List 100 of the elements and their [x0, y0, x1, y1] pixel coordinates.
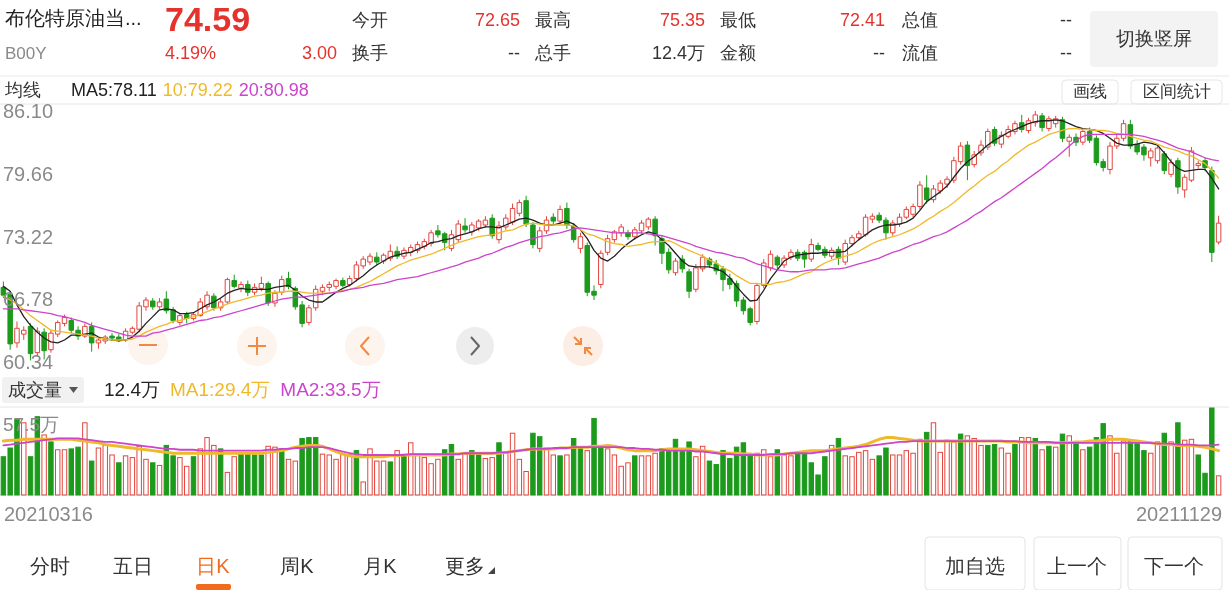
- text: 换手: [352, 43, 388, 63]
- bar: [1215, 475, 1222, 496]
- candlestick: [340, 277, 346, 288]
- bar: [190, 456, 197, 496]
- text: MA5:78.11: [71, 80, 157, 100]
- text: MA2:33.5万: [280, 379, 381, 400]
- bar: [41, 434, 47, 496]
- candlestick: [231, 274, 237, 289]
- bar: [557, 455, 563, 496]
- text: 4.19%: [165, 43, 217, 63]
- text: MA1:29.4万: [169, 379, 271, 400]
- bar: [1039, 449, 1045, 496]
- bar: [774, 449, 781, 496]
- bar: [150, 462, 156, 496]
- bar: [632, 455, 638, 496]
- text: 月K: [363, 555, 398, 577]
- candlestick: [625, 229, 631, 241]
- bar: [387, 461, 394, 496]
- text: 72.65: [474, 10, 520, 30]
- text: 上一个: [1047, 555, 1107, 577]
- candlestick: [577, 232, 584, 254]
- text: 布伦特原油当...: [5, 7, 142, 29]
- text: --: [1060, 43, 1072, 63]
- candlestick: [1209, 166, 1215, 263]
- candlestick: [238, 281, 244, 293]
- bar: [496, 442, 502, 496]
- text: 加自选: [945, 555, 1005, 577]
- candlestick: [964, 140, 971, 181]
- bar: [116, 462, 122, 496]
- bar: [1059, 433, 1066, 496]
- text: 区间统计: [1143, 82, 1211, 101]
- bar: [1080, 449, 1086, 496]
- candlestick: [462, 217, 468, 234]
- candlestick: [828, 246, 835, 260]
- candlestick: [1161, 150, 1168, 175]
- candlestick: [1039, 112, 1045, 132]
- bar: [1012, 444, 1018, 496]
- candlestick: [686, 268, 692, 299]
- text: 总值: [901, 10, 938, 30]
- bar: [279, 448, 285, 496]
- text: --: [1060, 10, 1072, 30]
- text: 今开: [352, 10, 388, 30]
- text: 74.59: [165, 0, 251, 38]
- candlestick: [1168, 158, 1174, 178]
- bar: [1046, 445, 1052, 496]
- bar: [923, 431, 930, 496]
- bar: [1066, 435, 1072, 496]
- candlestick: [272, 289, 278, 308]
- candlestick: [156, 297, 163, 310]
- candlestick: [374, 251, 380, 266]
- candlestick: [808, 238, 815, 263]
- text: 画线: [1073, 82, 1107, 101]
- text: 72.41: [839, 10, 885, 30]
- bar: [1161, 432, 1168, 496]
- bar: [156, 464, 163, 496]
- bar: [564, 454, 570, 496]
- candlestick: [598, 249, 604, 289]
- candlestick: [923, 174, 930, 205]
- candlestick: [557, 205, 563, 225]
- text: 日K: [196, 555, 231, 577]
- candlestick: [1175, 157, 1181, 195]
- text: 切换竖屏: [1116, 28, 1192, 49]
- text: 最高: [535, 10, 571, 30]
- text: 金额: [720, 43, 756, 63]
- text: 周K: [280, 555, 315, 577]
- text: --: [873, 43, 885, 63]
- candlestick: [604, 234, 611, 256]
- text: 更多: [445, 555, 485, 577]
- bar: [48, 441, 54, 496]
- text: 总手: [534, 43, 571, 63]
- text: 20211129: [1135, 503, 1222, 525]
- legend-title: 均线: [4, 80, 41, 100]
- candlestick: [1215, 215, 1222, 245]
- text: 75.35: [659, 10, 705, 30]
- text: 分时: [30, 555, 70, 577]
- bar: [122, 455, 129, 496]
- bar: [584, 450, 590, 496]
- candlestick: [672, 257, 679, 277]
- candlestick: [82, 322, 88, 339]
- text: 20210316: [4, 503, 93, 525]
- bar: [258, 454, 265, 496]
- candlestick: [279, 275, 285, 296]
- text: 12.4万: [104, 379, 160, 400]
- candlestick: [496, 220, 502, 245]
- text: B00Y: [5, 44, 47, 63]
- bar: [401, 454, 407, 496]
- bar: [828, 444, 835, 496]
- text: 下一个: [1144, 555, 1204, 577]
- text: 12.4万: [651, 43, 705, 63]
- candlestick: [177, 313, 183, 326]
- text: 3.00: [301, 43, 337, 63]
- bar: [604, 448, 611, 496]
- text: 20:80.98: [238, 80, 309, 100]
- text: 最低: [720, 10, 756, 30]
- bar: [957, 433, 964, 496]
- text: 10:79.22: [162, 80, 233, 100]
- bar: [88, 460, 95, 496]
- bar: [82, 422, 88, 496]
- bar: [1175, 422, 1181, 496]
- y-tick-label: 79.66: [3, 162, 54, 185]
